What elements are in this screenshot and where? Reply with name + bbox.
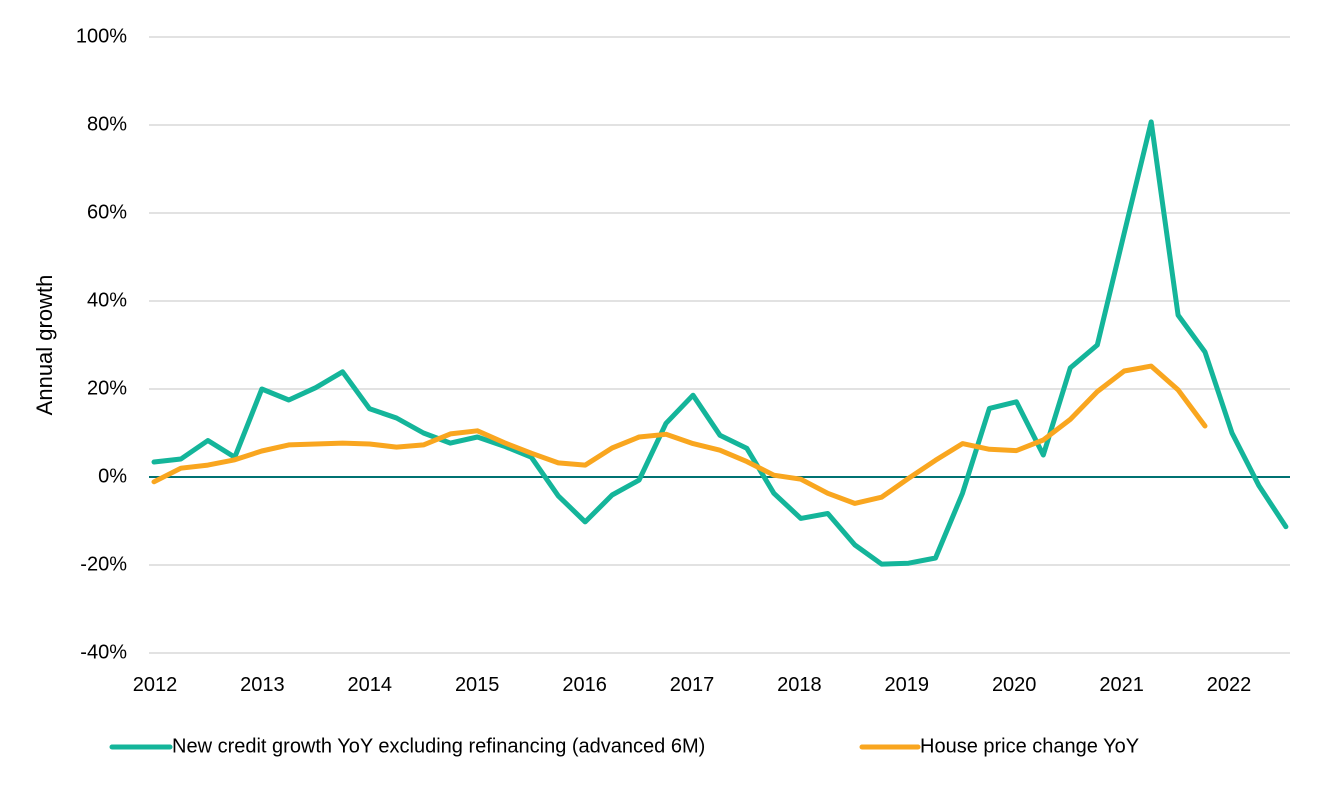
y-tick-label: 80% — [87, 113, 127, 135]
x-tick-label: 2016 — [562, 674, 607, 696]
series-lines — [151, 119, 1289, 567]
x-tick-label: 2015 — [455, 674, 500, 696]
y-tick-label: 0% — [98, 465, 127, 487]
y-tick-label: 20% — [87, 377, 127, 399]
house-price-line — [151, 363, 1208, 506]
legend: New credit growth YoY excluding refinanc… — [109, 735, 1139, 757]
y-tick-label: 60% — [87, 201, 127, 223]
y-tick-label: -40% — [80, 641, 127, 663]
x-axis-ticks: 2012 2013 2014 2015 2016 2017 2018 2019 2020 2021… — [133, 674, 1252, 696]
gridlines — [149, 36, 1290, 654]
x-tick-label: 2019 — [885, 674, 930, 696]
x-tick-label: 2022 — [1207, 674, 1252, 696]
x-tick-label: 2017 — [670, 674, 715, 696]
y-tick-label: 40% — [87, 289, 127, 311]
x-tick-label: 2020 — [992, 674, 1037, 696]
x-tick-label: 2018 — [777, 674, 822, 696]
x-tick-label: 2013 — [240, 674, 285, 696]
x-tick-label: 2012 — [133, 674, 178, 696]
y-axis-title: Annual growth — [32, 275, 57, 416]
credit-growth-line — [151, 119, 1289, 567]
x-tick-label: 2021 — [1099, 674, 1144, 696]
x-tick-label: 2014 — [348, 674, 393, 696]
legend-label: House price change YoY — [920, 735, 1139, 757]
legend-label: New credit growth YoY excluding refinanc… — [172, 735, 705, 757]
y-tick-label: 100% — [76, 25, 127, 47]
y-tick-label: -20% — [80, 553, 127, 575]
y-axis-ticks: -40% -20% 0% 20% 40% 60% 80% 100% — [76, 25, 127, 663]
